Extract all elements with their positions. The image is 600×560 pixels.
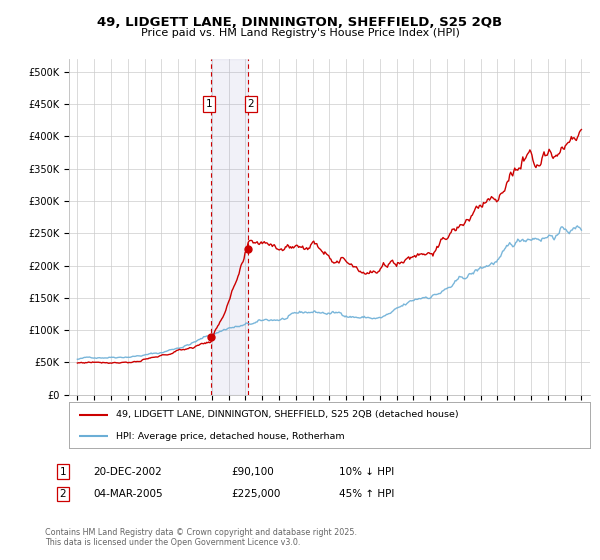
Text: 45% ↑ HPI: 45% ↑ HPI	[339, 489, 394, 499]
Text: 1: 1	[59, 466, 67, 477]
Text: 1: 1	[205, 99, 212, 109]
Text: HPI: Average price, detached house, Rotherham: HPI: Average price, detached house, Roth…	[116, 432, 344, 441]
Text: £90,100: £90,100	[231, 466, 274, 477]
Text: £225,000: £225,000	[231, 489, 280, 499]
Text: Contains HM Land Registry data © Crown copyright and database right 2025.
This d: Contains HM Land Registry data © Crown c…	[45, 528, 357, 547]
Text: 20-DEC-2002: 20-DEC-2002	[93, 466, 162, 477]
Text: 2: 2	[247, 99, 254, 109]
Text: 2: 2	[59, 489, 67, 499]
Text: 49, LIDGETT LANE, DINNINGTON, SHEFFIELD, S25 2QB (detached house): 49, LIDGETT LANE, DINNINGTON, SHEFFIELD,…	[116, 410, 458, 419]
Text: 10% ↓ HPI: 10% ↓ HPI	[339, 466, 394, 477]
Bar	[211, 59, 248, 395]
Text: 49, LIDGETT LANE, DINNINGTON, SHEFFIELD, S25 2QB: 49, LIDGETT LANE, DINNINGTON, SHEFFIELD,…	[97, 16, 503, 29]
Text: 04-MAR-2005: 04-MAR-2005	[93, 489, 163, 499]
Text: Price paid vs. HM Land Registry's House Price Index (HPI): Price paid vs. HM Land Registry's House …	[140, 28, 460, 38]
